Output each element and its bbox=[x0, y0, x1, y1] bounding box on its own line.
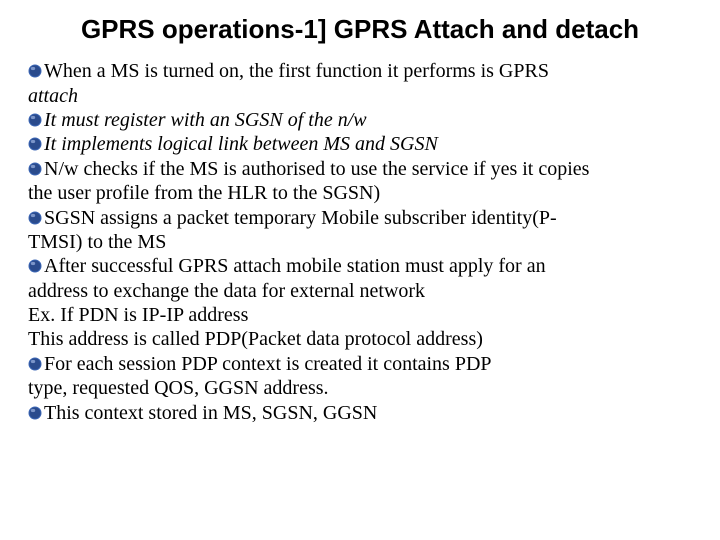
body-text: N/w checks if the MS is authorised to us… bbox=[44, 158, 589, 180]
body-text: It must register with an SGSN of the n/w bbox=[44, 109, 367, 131]
bullet-icon bbox=[28, 406, 42, 420]
body-text: For each session PDP context is created … bbox=[44, 353, 492, 375]
bullet-icon bbox=[28, 211, 42, 225]
body-line: the user profile from the HLR to the SGS… bbox=[28, 181, 692, 205]
body-text: address to exchange the data for externa… bbox=[28, 280, 425, 302]
slide-body: When a MS is turned on, the first functi… bbox=[28, 59, 692, 425]
slide-title: GPRS operations-1] GPRS Attach and detac… bbox=[28, 14, 692, 45]
body-text: Ex. If PDN is IP-IP address bbox=[28, 304, 248, 326]
body-line: This address is called PDP(Packet data p… bbox=[28, 327, 692, 351]
body-line: SGSN assigns a packet temporary Mobile s… bbox=[28, 206, 692, 230]
slide: GPRS operations-1] GPRS Attach and detac… bbox=[0, 0, 720, 435]
body-line: It implements logical link between MS an… bbox=[28, 132, 692, 156]
body-line: N/w checks if the MS is authorised to us… bbox=[28, 157, 692, 181]
body-line: It must register with an SGSN of the n/w bbox=[28, 108, 692, 132]
body-line: After successful GPRS attach mobile stat… bbox=[28, 254, 692, 278]
body-text: It implements logical link between MS an… bbox=[44, 133, 438, 155]
body-text: type, requested QOS, GGSN address. bbox=[28, 377, 329, 399]
body-line: When a MS is turned on, the first functi… bbox=[28, 59, 692, 83]
body-line: TMSI) to the MS bbox=[28, 230, 692, 254]
bullet-icon bbox=[28, 64, 42, 78]
body-line: For each session PDP context is created … bbox=[28, 352, 692, 376]
bullet-icon bbox=[28, 113, 42, 127]
bullet-icon bbox=[28, 259, 42, 273]
body-line: attach bbox=[28, 84, 692, 108]
body-text: When a MS is turned on, the first functi… bbox=[44, 60, 549, 82]
body-text: attach bbox=[28, 85, 78, 107]
body-line: address to exchange the data for externa… bbox=[28, 279, 692, 303]
body-text: This context stored in MS, SGSN, GGSN bbox=[44, 402, 377, 424]
bullet-icon bbox=[28, 162, 42, 176]
body-line: type, requested QOS, GGSN address. bbox=[28, 376, 692, 400]
body-text: This address is called PDP(Packet data p… bbox=[28, 328, 483, 350]
bullet-icon bbox=[28, 357, 42, 371]
body-text: the user profile from the HLR to the SGS… bbox=[28, 182, 380, 204]
body-line: Ex. If PDN is IP-IP address bbox=[28, 303, 692, 327]
body-text: SGSN assigns a packet temporary Mobile s… bbox=[44, 207, 557, 229]
body-text: After successful GPRS attach mobile stat… bbox=[44, 255, 546, 277]
body-text: TMSI) to the MS bbox=[28, 231, 166, 253]
body-line: This context stored in MS, SGSN, GGSN bbox=[28, 401, 692, 425]
bullet-icon bbox=[28, 137, 42, 151]
